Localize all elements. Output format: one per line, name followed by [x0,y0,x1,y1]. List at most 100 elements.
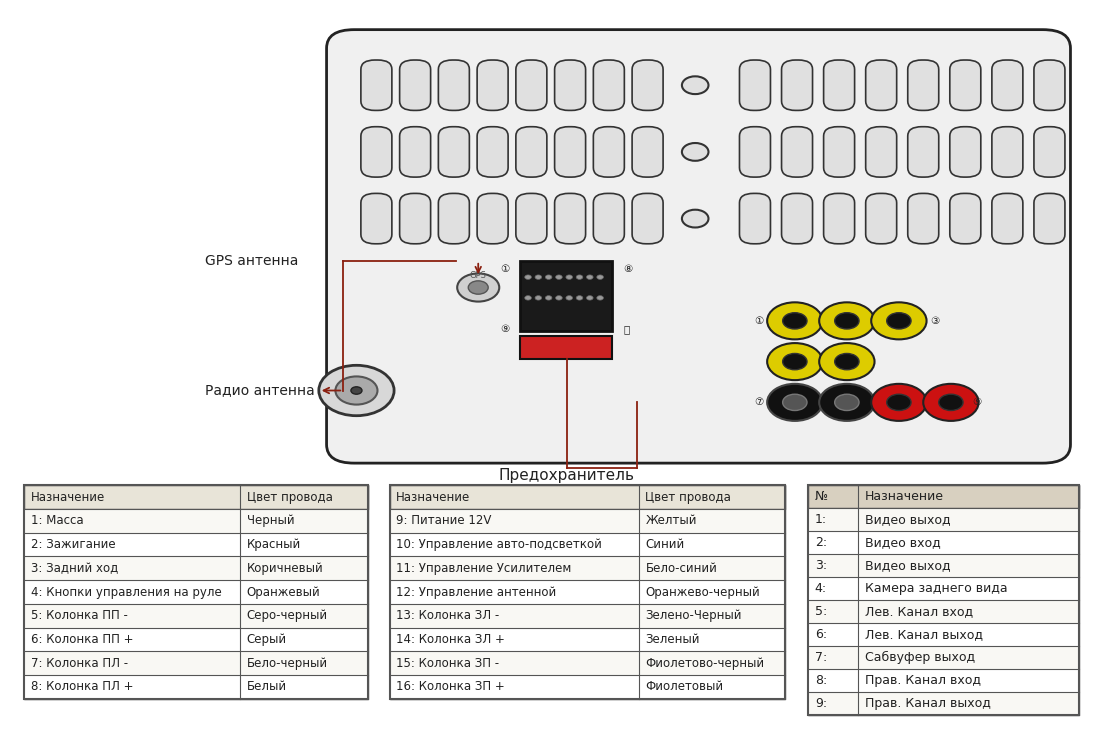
Text: ⑦: ⑦ [755,397,764,408]
Circle shape [835,394,859,411]
FancyBboxPatch shape [361,127,392,177]
FancyBboxPatch shape [593,127,624,177]
Bar [24,628,368,651]
FancyBboxPatch shape [739,127,770,177]
FancyBboxPatch shape [327,30,1070,463]
Text: Бело-черный: Бело-черный [247,657,328,670]
Bar [808,669,1079,692]
Text: 4: Кнопки управления на руле: 4: Кнопки управления на руле [31,585,221,599]
FancyBboxPatch shape [824,127,855,177]
Circle shape [525,296,531,300]
FancyBboxPatch shape [593,60,624,110]
FancyBboxPatch shape [477,60,508,110]
Text: Оранжевый: Оранжевый [247,585,321,599]
Circle shape [871,302,927,339]
Circle shape [871,384,927,421]
FancyBboxPatch shape [908,127,939,177]
Text: Видео вход: Видео вход [865,536,940,549]
Bar [808,692,1079,715]
Text: GPS: GPS [469,271,487,280]
Bar [24,509,368,533]
Text: Назначение: Назначение [31,491,105,504]
Text: Зелено-Черный: Зелено-Черный [645,609,742,622]
Bar [520,336,612,359]
FancyBboxPatch shape [477,127,508,177]
Bar [390,604,785,628]
FancyBboxPatch shape [632,60,663,110]
FancyBboxPatch shape [908,60,939,110]
FancyBboxPatch shape [782,127,813,177]
Bar [808,485,1079,715]
Bar [24,556,368,580]
Bar [808,508,1079,531]
Text: ⑯: ⑯ [623,324,630,333]
Text: Серо-черный: Серо-черный [247,609,328,622]
Text: 16: Колонка ЗП +: 16: Колонка ЗП + [396,680,505,694]
FancyBboxPatch shape [593,193,624,244]
Text: ③: ③ [930,316,939,326]
Circle shape [819,384,875,421]
Text: Серый: Серый [247,633,287,646]
Bar [24,604,368,628]
Circle shape [546,296,552,300]
Text: 9: Питание 12V: 9: Питание 12V [396,514,492,528]
Text: Лев. Канал выход: Лев. Канал выход [865,628,983,641]
Circle shape [887,313,911,329]
FancyBboxPatch shape [739,193,770,244]
Text: Цвет провода: Цвет провода [247,491,333,504]
Text: 11: Управление Усилителем: 11: Управление Усилителем [396,562,571,575]
FancyBboxPatch shape [782,60,813,110]
Text: Фиолетово-черный: Фиолетово-черный [645,657,765,670]
Text: 4:: 4: [815,582,827,595]
FancyBboxPatch shape [1034,127,1065,177]
Text: 10: Управление авто-подсветкой: 10: Управление авто-подсветкой [396,538,602,551]
Text: Прав. Канал выход: Прав. Канал выход [865,697,991,710]
Bar [390,533,785,556]
FancyBboxPatch shape [361,193,392,244]
Text: 5:: 5: [815,605,827,618]
FancyBboxPatch shape [866,127,897,177]
Text: 6:: 6: [815,628,827,641]
Bar [520,261,612,331]
Circle shape [576,275,582,279]
Circle shape [556,296,562,300]
Text: Черный: Черный [247,514,294,528]
FancyBboxPatch shape [400,193,431,244]
Text: Оранжево-черный: Оранжево-черный [645,585,761,599]
Circle shape [468,281,488,294]
Circle shape [819,302,875,339]
Text: №: № [815,491,828,503]
Text: Видео выход: Видео выход [865,559,950,572]
Text: 15: Колонка ЗП -: 15: Колонка ЗП - [396,657,499,670]
Text: Синий: Синий [645,538,684,551]
FancyBboxPatch shape [950,193,981,244]
Text: 1: Масса: 1: Масса [31,514,84,528]
Circle shape [351,387,362,394]
Bar [808,646,1079,669]
Bar [24,485,368,699]
Text: ①: ① [755,316,764,326]
Text: Цвет провода: Цвет провода [645,491,732,504]
Text: Назначение: Назначение [865,491,943,503]
Bar [390,651,785,675]
Circle shape [682,76,708,94]
FancyBboxPatch shape [908,193,939,244]
Bar [390,556,785,580]
FancyBboxPatch shape [516,193,547,244]
Circle shape [587,275,593,279]
Text: 9:: 9: [815,697,827,710]
Circle shape [597,296,603,300]
Circle shape [457,273,499,302]
Circle shape [767,343,823,380]
Bar [808,485,1079,715]
Circle shape [566,296,572,300]
Circle shape [682,143,708,161]
FancyBboxPatch shape [438,127,469,177]
Text: GPS антенна: GPS антенна [205,254,298,268]
FancyBboxPatch shape [555,60,586,110]
Bar [390,485,785,699]
Circle shape [783,394,807,411]
Circle shape [535,296,541,300]
FancyBboxPatch shape [782,193,813,244]
Text: 3: Задний ход: 3: Задний ход [31,562,118,575]
